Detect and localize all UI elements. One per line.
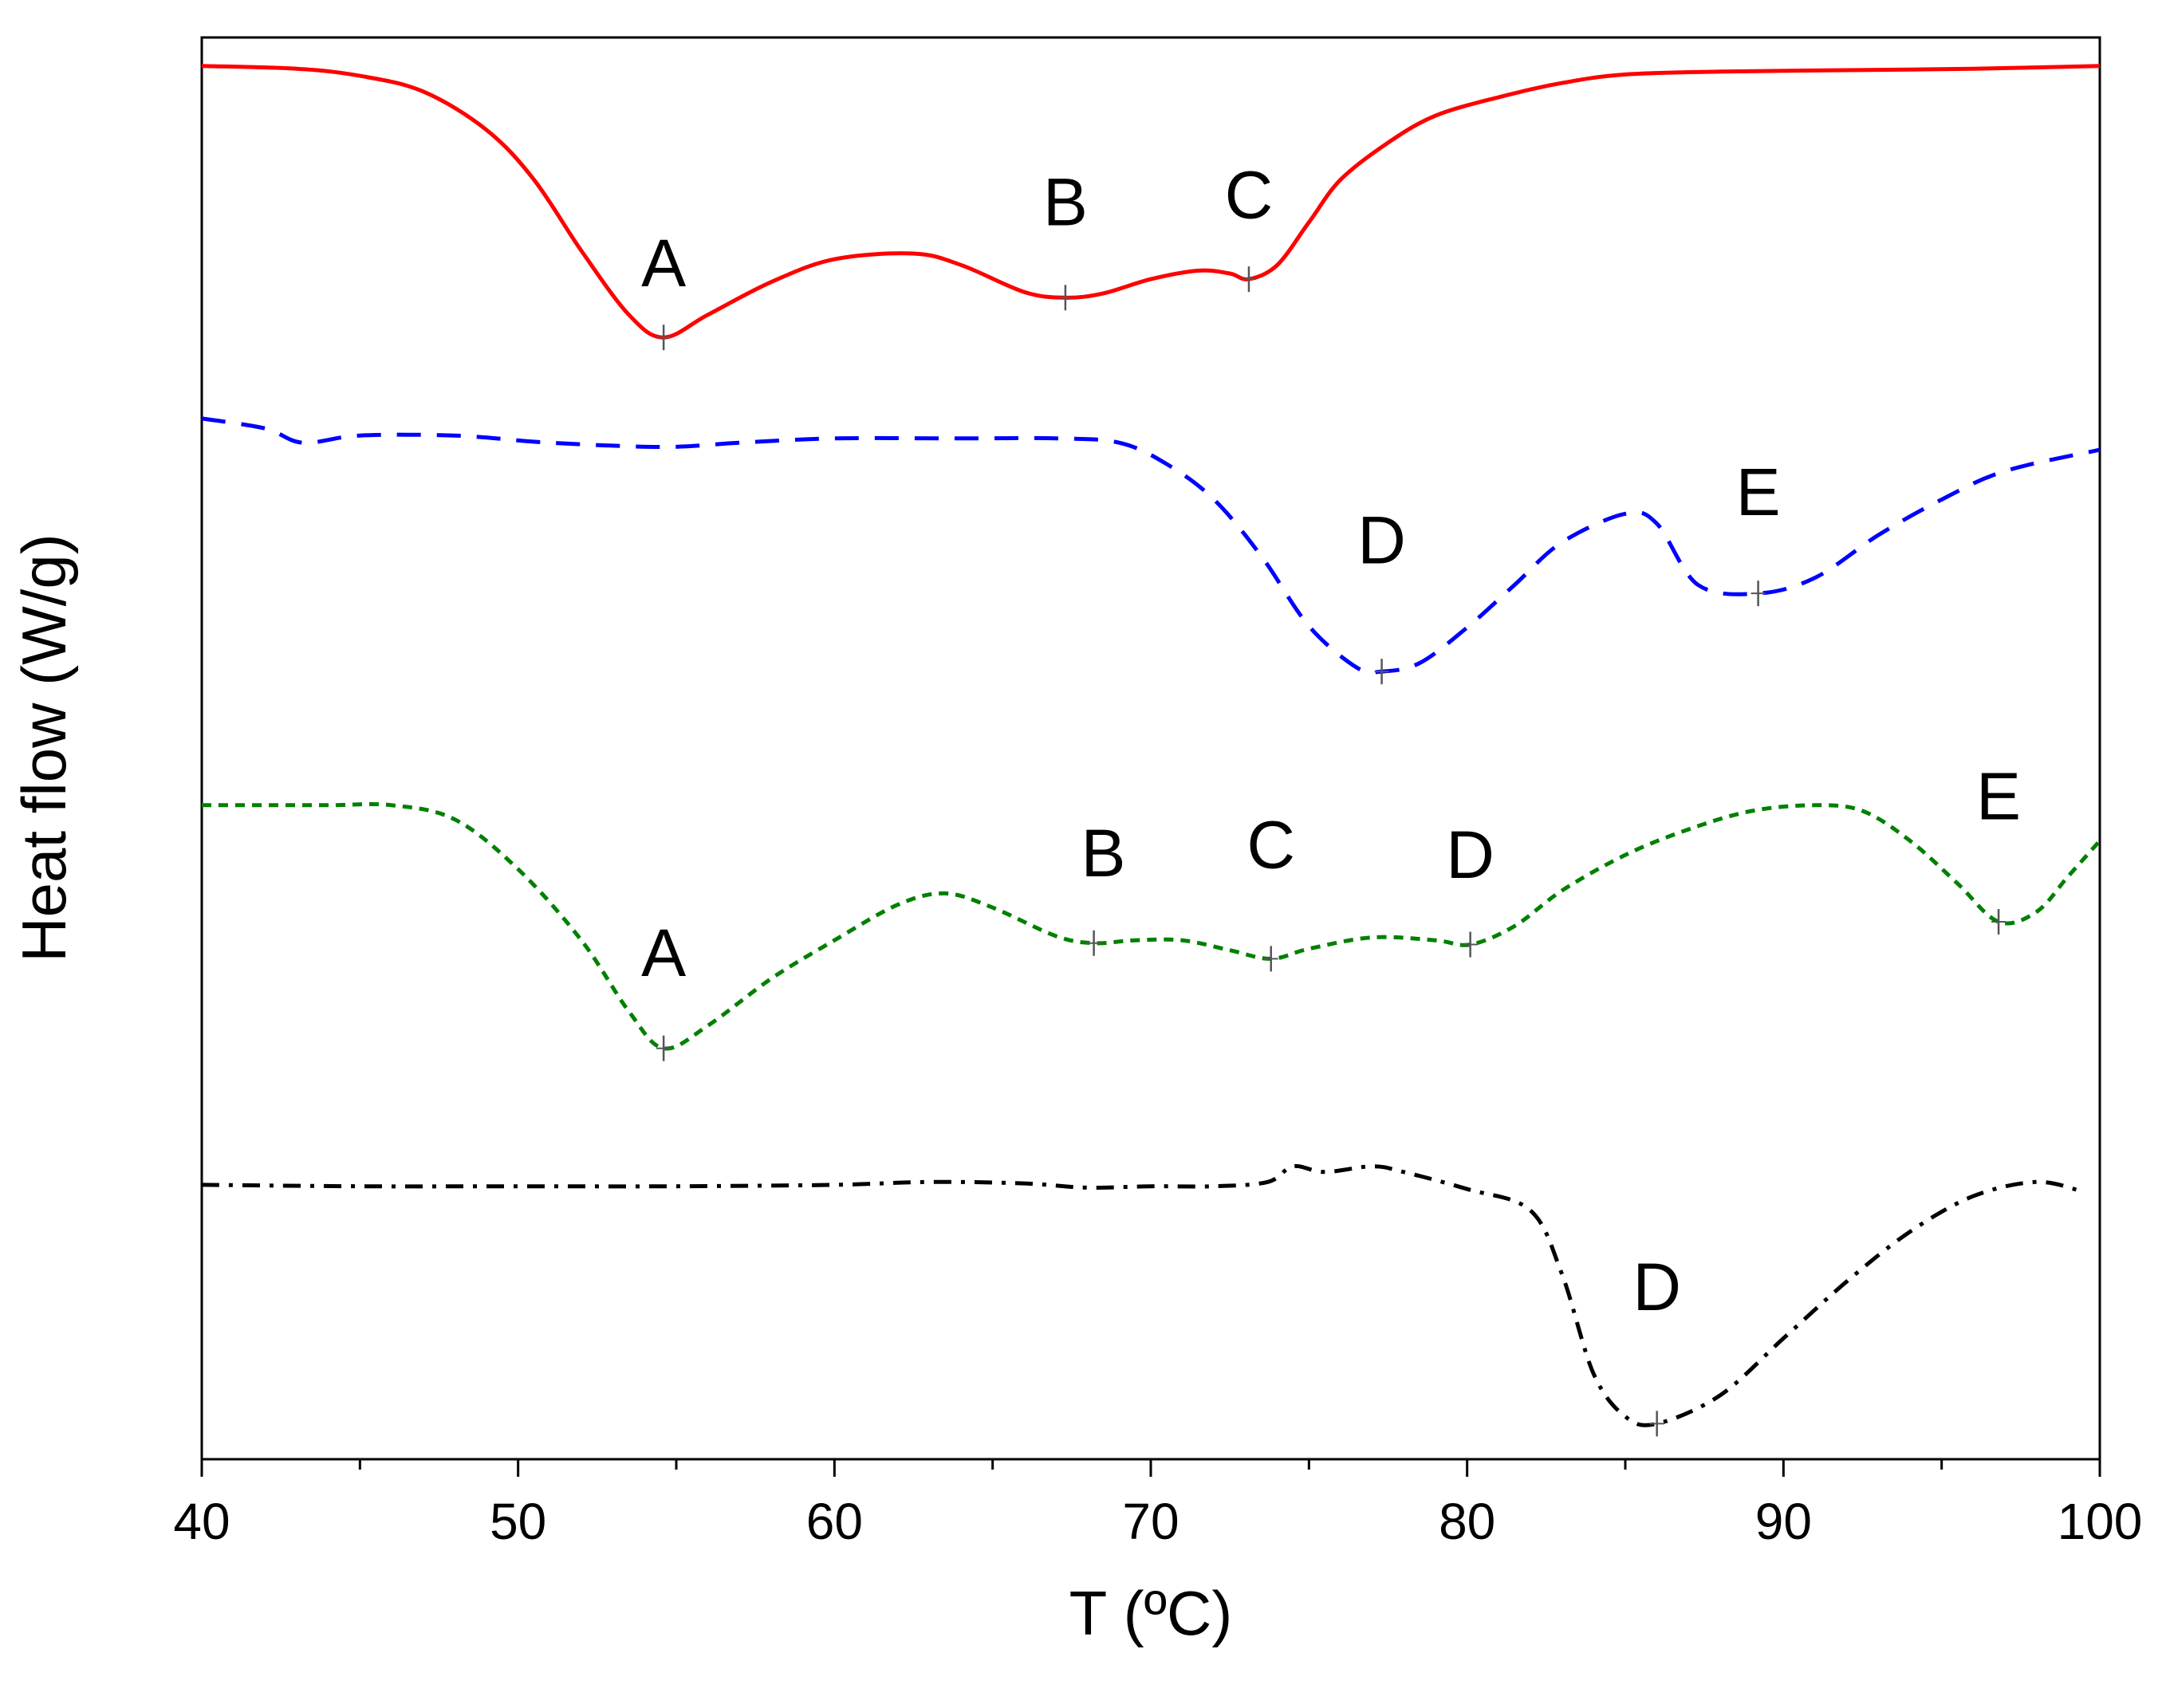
peak-label-E: E [1736,455,1781,529]
peak-label-C: C [1225,157,1274,232]
peak-label-C: C [1246,807,1295,882]
plot-frame [200,36,2101,1461]
x-axis-title: T (ºC) [1069,1578,1233,1648]
series-line-red-solid [201,64,2101,340]
peak-label-A: A [641,226,686,301]
series-layer [201,64,2101,1427]
peak-annotations: A B C D E A B C D E D [641,157,2021,1437]
y-axis-title: Heat flow (W/g) [9,533,79,962]
peak-label-D: D [1446,817,1495,892]
peak-label-B: B [1081,816,1125,891]
peak-label-E: E [1976,759,2021,834]
x-tick-label: 90 [1755,1493,1812,1550]
series-line-black-dashdot [201,1163,2085,1427]
x-tick-label: 40 [173,1493,230,1550]
peak-label-A: A [641,915,686,990]
x-tick-label: 100 [2058,1493,2143,1550]
x-tick-label: 50 [490,1493,546,1550]
peak-label-D: D [1632,1250,1681,1324]
x-tick-label: 80 [1439,1493,1495,1550]
x-axis-ticks: 40 50 60 70 80 90 100 [173,1459,2142,1550]
series-line-green-dot [202,801,2101,1051]
series-line-blue-dash [201,416,2101,675]
peak-label-D: D [1357,503,1406,578]
peak-label-B: B [1043,164,1088,239]
x-tick-label: 70 [1122,1493,1179,1550]
x-tick-label: 60 [806,1493,863,1550]
